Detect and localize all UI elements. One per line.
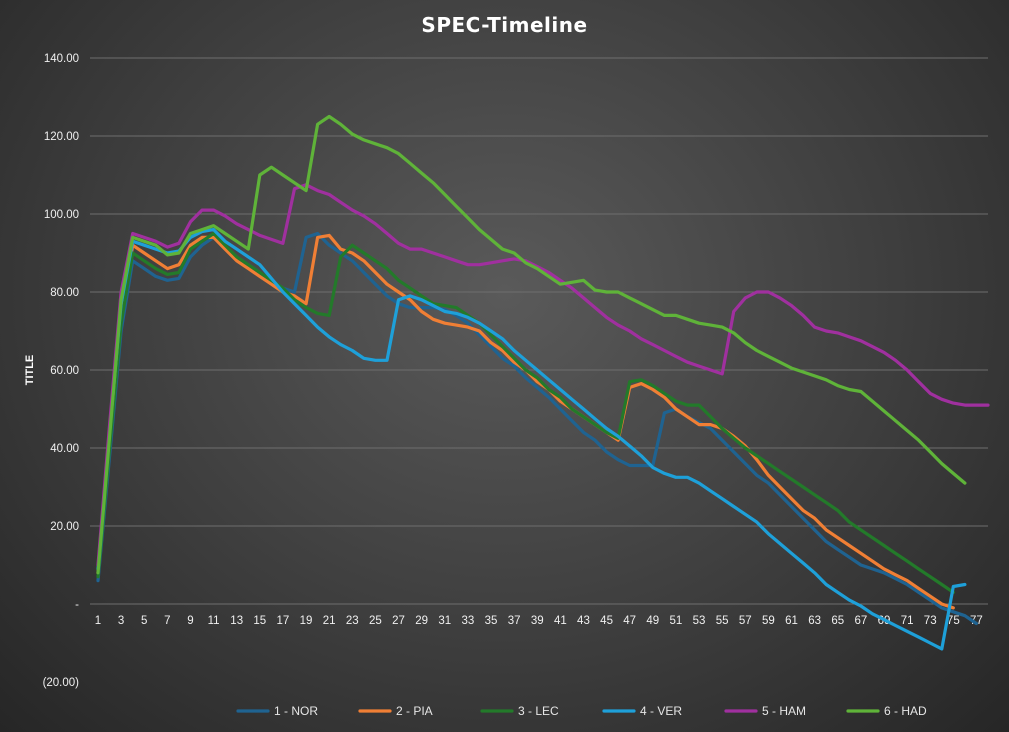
x-tick-label: 15 <box>253 615 266 627</box>
gridlines <box>90 57 988 605</box>
x-tick-label: 11 <box>208 615 220 627</box>
x-tick-label: 21 <box>323 615 336 627</box>
x-tick-label: 13 <box>230 615 243 627</box>
legend-label: 4 - VER <box>640 704 682 718</box>
legend-label: 6 - HAD <box>884 704 927 718</box>
x-tick-label: 43 <box>577 615 590 627</box>
x-tick-label: 49 <box>646 615 659 627</box>
y-tick-label: 100.00 <box>44 209 79 221</box>
x-tick-label: 1 <box>95 615 101 627</box>
x-tick-label: 29 <box>415 615 428 627</box>
y-axis-label: TITLE <box>24 355 36 386</box>
legend-label: 2 - PIA <box>396 704 433 718</box>
x-tick-label: 23 <box>346 615 359 627</box>
x-tick-label: 65 <box>831 615 844 627</box>
x-tick-label: 51 <box>670 615 683 627</box>
y-tick-label: 40.00 <box>50 443 79 455</box>
legend-label: 1 - NOR <box>274 704 318 718</box>
x-tick-label: 37 <box>508 615 521 627</box>
x-tick-label: 67 <box>854 615 867 627</box>
legend-label: 3 - LEC <box>518 704 559 718</box>
legend-label: 5 - HAM <box>762 704 806 718</box>
x-tick-label: 63 <box>808 615 821 627</box>
y-tick-label: 60.00 <box>50 365 79 377</box>
x-tick-label: 19 <box>300 615 313 627</box>
x-tick-label: 75 <box>947 615 960 627</box>
legend: 1 - NOR 2 - PIA 3 - LEC 4 - VER 5 - HAM 6 - H… <box>236 704 927 718</box>
x-tick-label: 35 <box>485 615 498 627</box>
x-tick-label: 41 <box>554 615 567 627</box>
x-axis-ticks: 1 3 5 7 9 11 13 15 17 19 21 23 25 27 29 31 33 35 37 39 41 43 4… <box>95 615 983 627</box>
x-tick-label: 59 <box>762 615 775 627</box>
y-tick-label: 20.00 <box>50 521 79 533</box>
series-lines <box>96 114 990 651</box>
x-tick-label: 77 <box>970 615 983 627</box>
series-line-2 <box>96 233 955 610</box>
y-axis-ticks: 140.00 120.00 100.00 80.00 60.00 40.00 20.00 - (… <box>43 53 80 689</box>
series-line-5 <box>96 183 990 567</box>
x-tick-label: 39 <box>531 615 544 627</box>
x-tick-label: 53 <box>693 615 706 627</box>
series-line-6 <box>96 114 967 575</box>
x-tick-label: 61 <box>785 615 798 627</box>
x-tick-label: 47 <box>623 615 636 627</box>
chart-title: SPEC-Timeline <box>421 13 587 37</box>
y-tick-label: 140.00 <box>44 53 79 65</box>
x-tick-label: 3 <box>118 615 124 627</box>
x-tick-label: 31 <box>438 615 451 627</box>
y-tick-label: (20.00) <box>43 677 80 689</box>
x-tick-label: 7 <box>164 615 170 627</box>
series-line-3 <box>96 231 955 594</box>
x-tick-label: 57 <box>739 615 752 627</box>
x-tick-label: 55 <box>716 615 729 627</box>
x-tick-label: 45 <box>600 615 613 627</box>
y-tick-label: - <box>75 599 79 611</box>
y-tick-label: 120.00 <box>44 131 79 143</box>
x-tick-label: 17 <box>277 615 290 627</box>
x-tick-label: 9 <box>187 615 193 627</box>
x-tick-label: 73 <box>924 615 937 627</box>
series-line-4 <box>96 228 967 651</box>
x-tick-label: 27 <box>392 615 405 627</box>
x-tick-label: 71 <box>901 615 914 627</box>
x-tick-label: 25 <box>369 615 382 627</box>
x-tick-label: 5 <box>141 615 147 627</box>
x-tick-label: 33 <box>461 615 474 627</box>
y-tick-label: 80.00 <box>50 287 79 299</box>
